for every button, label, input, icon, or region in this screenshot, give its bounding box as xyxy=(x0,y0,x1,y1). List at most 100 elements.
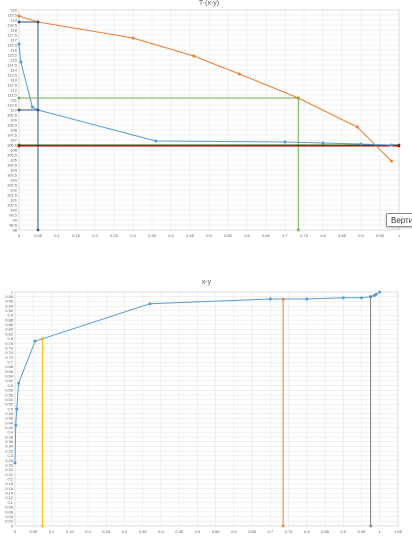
x-tick-label: 0.35 xyxy=(148,233,157,238)
data-point xyxy=(283,140,287,144)
y-tick-label: 107 xyxy=(10,137,17,142)
y-tick-label: 98 xyxy=(13,227,18,232)
data-point xyxy=(378,290,382,294)
data-point xyxy=(389,143,393,147)
y-tick-label: 113 xyxy=(11,77,18,82)
y-tick-label: 104.5 xyxy=(7,162,18,167)
y-tick-label: 0.82 xyxy=(5,331,14,336)
y-tick-label: 0.02 xyxy=(5,519,14,524)
x-tick-label: 0.5 xyxy=(195,529,201,534)
y-tick-label: 0.1 xyxy=(7,500,13,505)
y-tick-label: 0.34 xyxy=(5,444,14,449)
y-tick-label: 116.5 xyxy=(7,42,17,47)
reference-marker xyxy=(17,108,21,112)
x-tick-label: 0.75 xyxy=(300,233,309,238)
data-point xyxy=(360,296,364,300)
x-tick-label: 0 xyxy=(18,233,21,238)
y-tick-label: 0.2 xyxy=(7,477,13,482)
reference-marker xyxy=(281,524,285,528)
y-tick-label: 109.5 xyxy=(7,112,18,117)
y-tick-label: 118.5 xyxy=(7,22,17,27)
y-tick-label: 0.58 xyxy=(5,388,14,393)
x-tick-label: 0.9 xyxy=(358,233,364,238)
y-tick-label: 0.06 xyxy=(5,509,14,514)
y-tick-label: 107.5 xyxy=(7,132,18,137)
x-tick-label: 0.3 xyxy=(130,233,136,238)
x-tick-label: 0.95 xyxy=(376,233,385,238)
y-tick-label: 101.5 xyxy=(7,192,18,197)
x-tick-label: 0.4 xyxy=(168,233,174,238)
y-tick-label: 0.42 xyxy=(5,425,14,430)
y-tick-label: 0.96 xyxy=(5,299,14,304)
data-point xyxy=(192,54,196,58)
y-tick-label: 99.5 xyxy=(9,212,18,217)
x-tick-label: 0.1 xyxy=(54,233,60,238)
y-tick-label: 110.5 xyxy=(7,102,17,107)
y-tick-label: 111.5 xyxy=(8,92,18,97)
y-tick-label: 114.5 xyxy=(7,62,17,67)
y-tick-label: 112.5 xyxy=(7,82,17,87)
y-tick-label: 0.88 xyxy=(5,317,14,322)
y-tick-label: 116 xyxy=(11,47,18,52)
x-tick-label: 0 xyxy=(14,529,17,534)
y-tick-label: 0.86 xyxy=(5,322,14,327)
y-tick-label: 0.04 xyxy=(5,514,14,519)
y-tick-label: 0.46 xyxy=(5,416,14,421)
y-tick-label: 109 xyxy=(10,117,17,122)
y-tick-label: 0.28 xyxy=(5,458,14,463)
y-tick-label: 0.84 xyxy=(5,327,14,332)
data-point xyxy=(14,423,18,427)
x-tick-label: 0.7 xyxy=(268,529,274,534)
x-tick-label: 0.45 xyxy=(186,233,195,238)
y-tick-label: 0.72 xyxy=(5,355,14,360)
reference-marker xyxy=(281,297,285,301)
x-tick-label: 0.85 xyxy=(321,529,330,534)
y-tick-label: 0.26 xyxy=(5,462,14,467)
y-tick-label: 0.76 xyxy=(5,345,14,350)
y-tick-label: 105.5 xyxy=(7,152,18,157)
data-point xyxy=(341,296,345,300)
y-tick-label: 106 xyxy=(10,147,17,152)
x-tick-label: 0.35 xyxy=(139,529,148,534)
x-tick-label: 0.25 xyxy=(102,529,111,534)
y-tick-label: 118 xyxy=(11,27,18,32)
x-tick-label: 0.95 xyxy=(358,529,367,534)
data-point xyxy=(15,407,19,411)
y-tick-label: 0.38 xyxy=(5,434,14,439)
x-tick-label: 0.55 xyxy=(224,233,233,238)
plot-area xyxy=(14,291,399,527)
y-tick-label: 0.54 xyxy=(5,397,14,402)
y-tick-label: 104 xyxy=(10,167,17,172)
series-line xyxy=(18,15,392,162)
x-tick-label: 0.3 xyxy=(122,529,128,534)
data-point xyxy=(359,142,363,146)
tooltip: Верти xyxy=(386,213,412,227)
x-tick-label: 0.7 xyxy=(282,233,288,238)
x-tick-label: 0.85 xyxy=(338,233,347,238)
reference-marker xyxy=(297,228,300,232)
x-tick-label: 0.65 xyxy=(262,233,271,238)
y-tick-label: 119.5 xyxy=(7,12,17,17)
data-point xyxy=(131,36,135,40)
y-tick-label: 103 xyxy=(10,177,17,182)
data-point xyxy=(355,125,359,129)
x-tick-label: 0.6 xyxy=(244,233,250,238)
x-tick-label: 0.05 xyxy=(29,529,38,534)
y-tick-label: 0.14 xyxy=(5,491,14,496)
y-tick-label: 0.18 xyxy=(5,481,14,486)
y-tick-label: 0.32 xyxy=(5,448,14,453)
y-tick-label: 0.94 xyxy=(5,303,14,308)
y-tick-label: 0.48 xyxy=(5,411,14,416)
data-point xyxy=(268,297,272,301)
y-tick-label: 98.5 xyxy=(9,222,18,227)
chart-x-y-svg: x-y0 0.05 0.1 0.15 0.2 0.25 0.3 0.35 0.4 0.45 0.5 0… xyxy=(5,279,402,534)
y-tick-label: 120 xyxy=(10,7,17,12)
y-tick-label: 1 xyxy=(11,289,14,294)
chart-t-xy-svg: T-(x-y) 0 0.05 0.1 0.15 0.2 0.25 0.3 0.35 0.4 0.45… xyxy=(7,0,401,238)
y-tick-label: 0.98 xyxy=(5,294,14,299)
y-tick-label: 0.64 xyxy=(5,374,14,379)
y-tick-label: 0.52 xyxy=(5,402,14,407)
y-tick-label: 100.5 xyxy=(7,202,18,207)
reference-marker xyxy=(297,96,300,100)
y-tick-label: 0.08 xyxy=(5,505,14,510)
